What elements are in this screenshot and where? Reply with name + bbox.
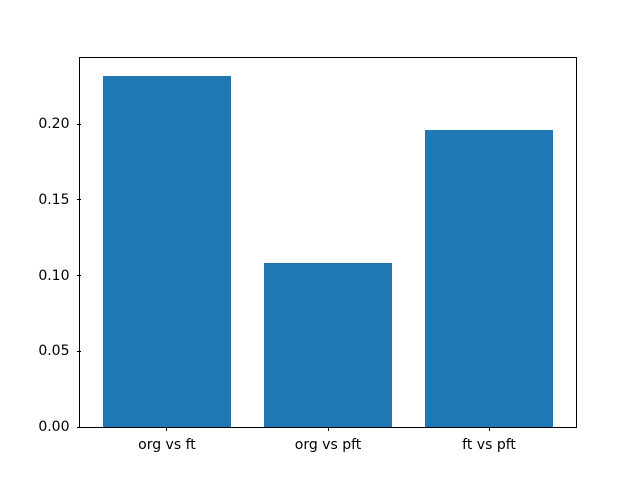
x-tick-mark: [488, 427, 490, 431]
y-tick-label: 0.20: [38, 116, 70, 133]
y-tick-label: 0.10: [38, 267, 70, 284]
bar-org-vs-ft: [102, 75, 232, 427]
y-tick-mark: [76, 199, 81, 201]
x-tick-mark: [327, 427, 329, 431]
x-tick-label: org vs ft: [138, 436, 196, 453]
y-tick-mark: [76, 350, 81, 352]
x-tick-mark: [166, 427, 168, 431]
x-tick-label: org vs pft: [294, 436, 362, 453]
x-tick-label: ft vs pft: [462, 436, 516, 453]
plot-area: [79, 57, 577, 428]
bar-org-vs-pft: [263, 263, 393, 427]
y-tick-mark: [76, 426, 81, 428]
bar-ft-vs-pft: [424, 130, 554, 427]
y-tick-label: 0.05: [38, 343, 70, 360]
y-tick-label: 0.00: [38, 419, 70, 435]
y-tick-mark: [76, 275, 81, 277]
y-tick-mark: [76, 123, 81, 125]
y-tick-label: 0.15: [38, 191, 70, 208]
